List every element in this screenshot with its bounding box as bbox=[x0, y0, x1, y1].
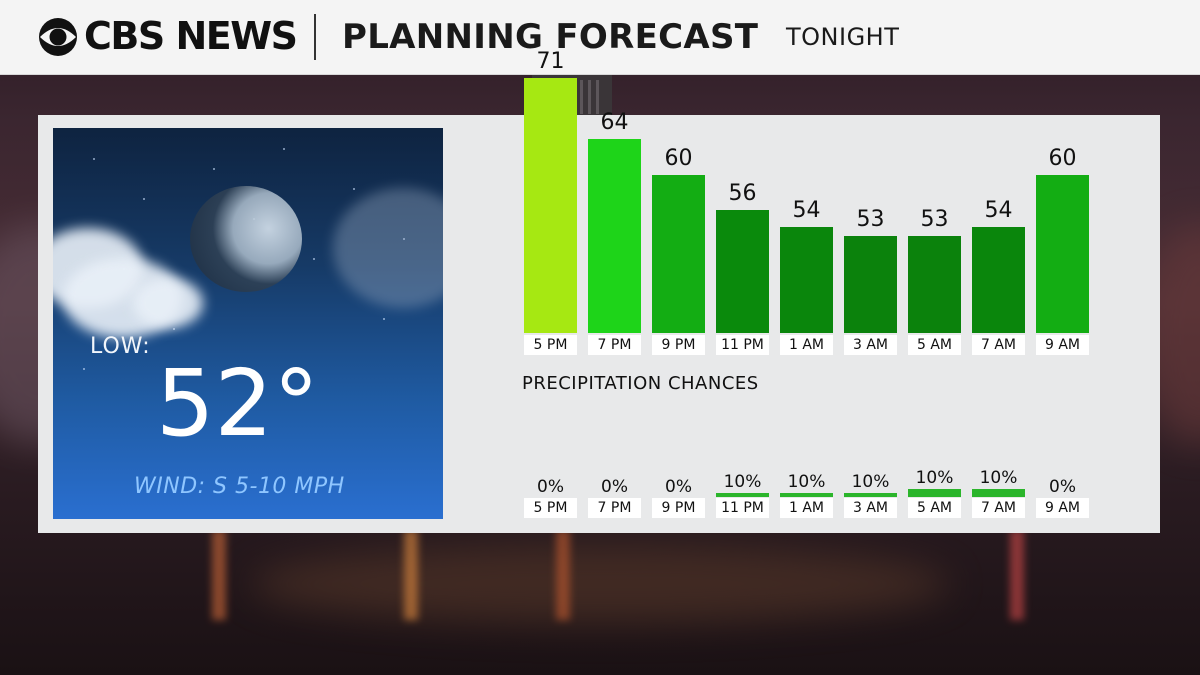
page-title: PLANNING FORECAST bbox=[342, 17, 759, 57]
precipitation-value-label: 0% bbox=[537, 477, 564, 497]
precipitation-value-label: 0% bbox=[1049, 477, 1076, 497]
precipitation-bar bbox=[908, 489, 961, 497]
time-tick-label: 5 AM bbox=[908, 335, 961, 355]
temperature-bar bbox=[588, 139, 641, 333]
time-tick-label: 9 PM bbox=[652, 335, 705, 355]
precip-time-tick-label: 9 PM bbox=[652, 498, 705, 518]
time-tick-label: 11 PM bbox=[716, 335, 769, 355]
time-tick-label: 5 PM bbox=[524, 335, 577, 355]
precipitation-bar bbox=[972, 489, 1025, 497]
precipitation-bar bbox=[780, 493, 833, 497]
temperature-value-label: 53 bbox=[920, 207, 949, 233]
page-subtitle: TONIGHT bbox=[786, 23, 900, 51]
precipitation-value-label: 10% bbox=[851, 472, 890, 492]
temperature-value-label: 60 bbox=[664, 145, 693, 171]
time-tick-label: 3 AM bbox=[844, 335, 897, 355]
light-reflection bbox=[1010, 530, 1024, 620]
precip-time-tick-label: 3 AM bbox=[844, 498, 897, 518]
time-tick-label: 1 AM bbox=[780, 335, 833, 355]
temperature-value-label: 56 bbox=[728, 180, 757, 206]
temperature-value-label: 54 bbox=[984, 198, 1013, 224]
temperature-bar bbox=[972, 227, 1025, 333]
precipitation-bar bbox=[716, 493, 769, 497]
precip-time-tick-label: 5 AM bbox=[908, 498, 961, 518]
low-label: LOW: bbox=[90, 334, 151, 359]
precipitation-bar bbox=[844, 493, 897, 497]
temperature-bar bbox=[652, 174, 705, 333]
precipitation-value-label: 0% bbox=[601, 477, 628, 497]
moon-icon bbox=[190, 186, 302, 292]
temperature-bar bbox=[780, 227, 833, 333]
temperature-bar bbox=[1036, 174, 1089, 333]
temperature-bar bbox=[716, 209, 769, 333]
wind-info: WIND: S 5-10 MPH bbox=[134, 474, 345, 499]
precip-time-tick-label: 7 PM bbox=[588, 498, 641, 518]
brand-name: CBS NEWS bbox=[84, 14, 298, 58]
temperature-bar bbox=[908, 236, 961, 333]
time-tick-label: 7 PM bbox=[588, 335, 641, 355]
night-sky-card bbox=[53, 128, 443, 519]
temperature-value-label: 60 bbox=[1048, 145, 1077, 171]
precipitation-value-label: 10% bbox=[915, 468, 954, 488]
time-tick-label: 9 AM bbox=[1036, 335, 1089, 355]
low-temperature: 52° bbox=[156, 350, 320, 457]
precipitation-value-label: 0% bbox=[665, 477, 692, 497]
precip-time-tick-label: 11 PM bbox=[716, 498, 769, 518]
precip-time-tick-label: 7 AM bbox=[972, 498, 1025, 518]
precipitation-value-label: 10% bbox=[723, 472, 762, 492]
temperature-value-label: 64 bbox=[600, 110, 629, 136]
light-reflection bbox=[212, 530, 226, 620]
light-reflection bbox=[556, 530, 570, 620]
precipitation-value-label: 10% bbox=[787, 472, 826, 492]
header-divider bbox=[314, 14, 316, 60]
precip-time-tick-label: 1 AM bbox=[780, 498, 833, 518]
temperature-value-label: 71 bbox=[536, 48, 565, 74]
header-bar: CBS NEWS PLANNING FORECAST TONIGHT bbox=[0, 0, 1200, 75]
precip-time-tick-label: 5 PM bbox=[524, 498, 577, 518]
light-reflection bbox=[404, 530, 418, 620]
cbs-eye-icon bbox=[39, 18, 77, 56]
temperature-value-label: 54 bbox=[792, 198, 821, 224]
temperature-bar bbox=[844, 236, 897, 333]
precip-time-tick-label: 9 AM bbox=[1036, 498, 1089, 518]
precipitation-value-label: 10% bbox=[979, 468, 1018, 488]
time-tick-label: 7 AM bbox=[972, 335, 1025, 355]
temperature-bar bbox=[524, 77, 577, 333]
temperature-value-label: 53 bbox=[856, 207, 885, 233]
precipitation-heading: PRECIPITATION CHANCES bbox=[522, 373, 759, 394]
